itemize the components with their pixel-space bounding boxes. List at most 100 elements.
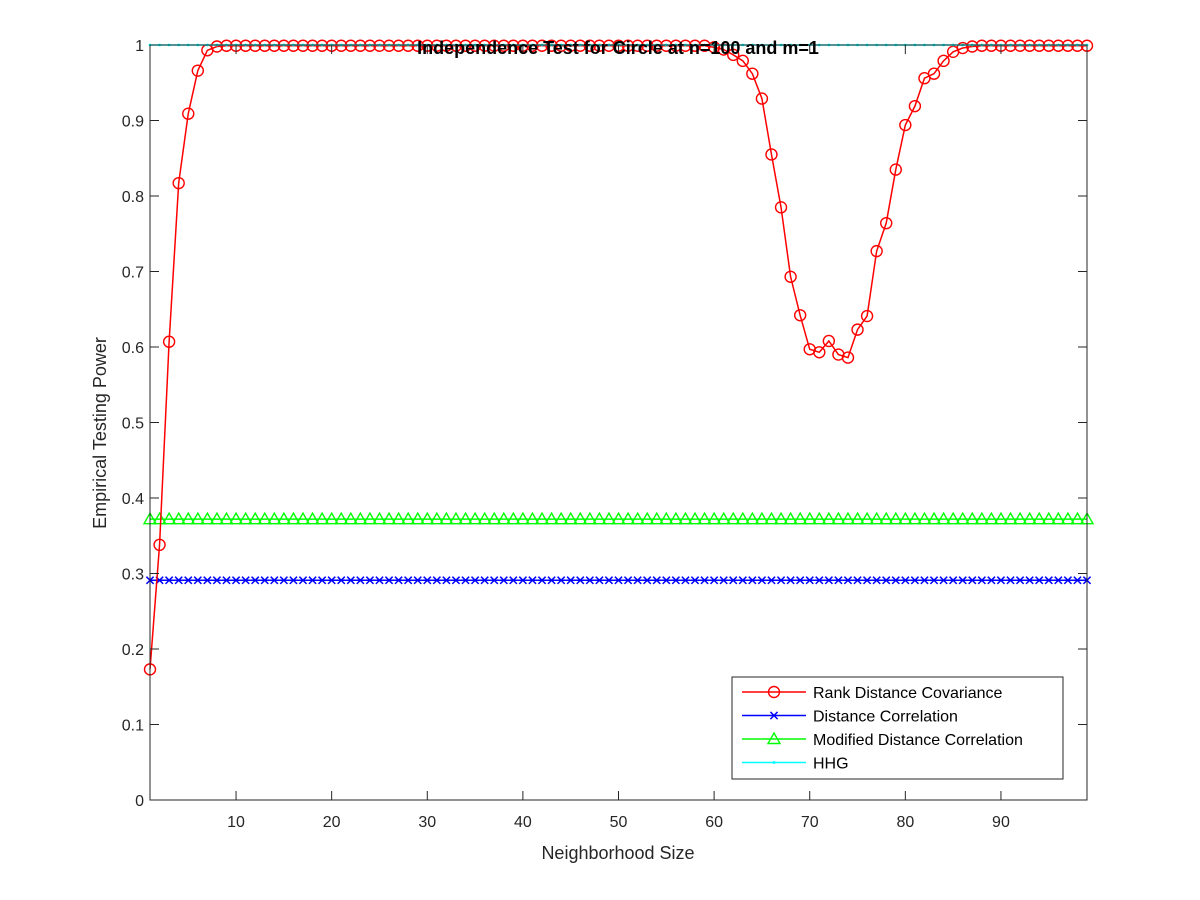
data-point <box>738 576 747 585</box>
data-point <box>917 511 932 525</box>
data-point <box>191 64 205 77</box>
legend-label: Distance Correlation <box>813 709 958 726</box>
legend-entry: Distance Correlation <box>742 709 958 726</box>
data-point <box>1004 39 1017 52</box>
data-point <box>620 511 636 525</box>
data-point <box>736 54 749 68</box>
data-point <box>317 576 327 585</box>
data-point <box>1051 511 1066 525</box>
data-point <box>468 39 482 52</box>
data-point <box>813 346 826 359</box>
x-tick-label: 80 <box>896 814 914 831</box>
data-point <box>1022 511 1037 525</box>
legend: Rank Distance Covariance Distance Correla… <box>731 676 1064 780</box>
data-point <box>735 511 751 525</box>
data-point <box>870 244 883 258</box>
y-tick-label: 0.2 <box>122 642 144 659</box>
data-point <box>774 201 788 214</box>
data-point <box>270 576 279 585</box>
y-axis-label: Empirical Testing Power <box>90 337 110 529</box>
data-point <box>929 576 939 585</box>
legend-label: Modified Distance Correlation <box>813 732 1023 749</box>
legend-entry: HHG <box>742 756 849 773</box>
data-point <box>639 511 655 525</box>
data-point <box>977 576 986 585</box>
data-point <box>690 576 700 585</box>
data-point <box>764 511 779 525</box>
data-point <box>907 511 923 525</box>
data-point <box>545 39 558 52</box>
chart-title: Independence Test for Circle at n=100 an… <box>417 38 819 58</box>
data-point <box>1023 39 1036 52</box>
data-point <box>987 576 996 585</box>
data-point <box>222 576 231 585</box>
data-point <box>869 511 884 525</box>
data-point <box>248 39 262 52</box>
data-point <box>1071 39 1084 52</box>
data-point <box>563 511 578 525</box>
data-point <box>404 576 413 585</box>
y-tick-label: 0.8 <box>122 189 144 206</box>
data-point <box>633 576 642 585</box>
data-point <box>381 511 397 525</box>
data-point <box>611 511 626 525</box>
data-point <box>182 107 195 120</box>
x-tick-label: 40 <box>514 814 532 831</box>
data-point <box>773 511 789 525</box>
data-point <box>888 511 903 525</box>
data-point <box>327 576 336 585</box>
data-point <box>879 511 894 525</box>
data-point <box>344 39 357 52</box>
data-point <box>362 511 378 525</box>
data-point <box>576 576 585 585</box>
data-point <box>172 176 185 190</box>
data-point <box>746 67 759 80</box>
data-point <box>872 576 881 585</box>
y-tick-label: 0.6 <box>122 340 144 357</box>
data-point <box>585 576 594 585</box>
data-point <box>241 576 250 585</box>
data-point <box>614 576 623 585</box>
data-point <box>668 511 684 525</box>
data-point <box>528 576 537 585</box>
data-point <box>729 576 738 585</box>
data-point <box>184 576 193 585</box>
data-point <box>821 511 837 525</box>
data-point <box>1003 511 1018 525</box>
data-point <box>727 48 740 62</box>
data-point <box>554 39 568 52</box>
data-point <box>889 163 902 176</box>
y-tick-label: 0 <box>135 793 144 810</box>
data-point <box>375 576 384 585</box>
data-point <box>506 511 521 525</box>
data-point <box>356 576 365 585</box>
data-point <box>853 576 862 585</box>
data-point <box>1054 576 1063 585</box>
data-point <box>822 334 836 348</box>
data-point <box>459 39 472 52</box>
data-point <box>470 576 480 585</box>
data-point <box>927 67 941 80</box>
data-point <box>841 351 855 364</box>
data-point <box>910 576 920 585</box>
data-point <box>1073 576 1082 585</box>
data-point <box>745 511 760 525</box>
data-point <box>181 511 196 525</box>
data-point <box>212 576 222 585</box>
data-point <box>812 511 827 525</box>
data-point <box>448 511 464 525</box>
data-point <box>410 511 425 525</box>
data-point <box>716 511 731 525</box>
data-point <box>757 576 767 585</box>
data-point <box>880 216 893 230</box>
data-point <box>401 39 415 52</box>
data-point <box>698 39 711 52</box>
data-point <box>595 576 604 585</box>
x-tick-label: 70 <box>801 814 819 831</box>
data-point <box>966 40 979 53</box>
data-point <box>203 576 212 585</box>
data-point <box>815 576 824 585</box>
data-point <box>851 323 864 336</box>
x-tick-label: 90 <box>992 814 1010 831</box>
data-point <box>958 576 967 585</box>
